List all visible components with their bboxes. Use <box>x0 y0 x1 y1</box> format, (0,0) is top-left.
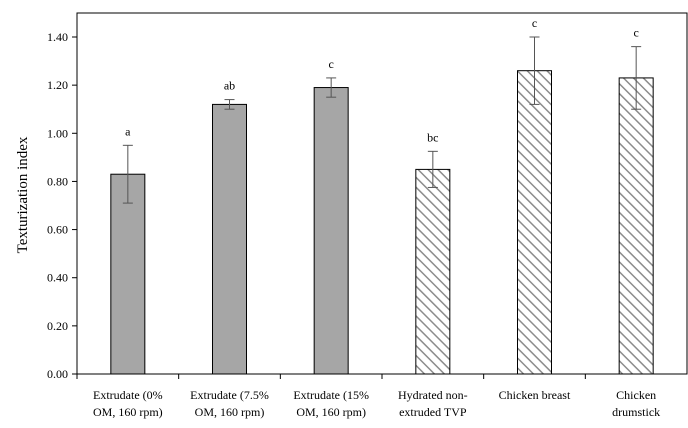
bar <box>618 77 654 375</box>
y-axis-title: Texturization index <box>15 136 31 253</box>
x-category-label: OM, 160 rpm) <box>296 405 366 419</box>
x-category-label: Extrudate (15% <box>293 388 369 402</box>
y-tick-label: 1.40 <box>47 30 68 44</box>
x-category-label: OM, 160 rpm) <box>93 405 163 419</box>
y-tick-label: 0.00 <box>47 367 68 381</box>
x-category-label: Hydrated non- <box>398 388 468 402</box>
y-tick-label: 1.00 <box>47 126 68 140</box>
y-tick-label: 1.20 <box>47 78 68 92</box>
bar <box>517 70 552 375</box>
x-category-label: Extrudate (7.5% <box>190 388 269 402</box>
x-category-label: Extrudate (0% <box>93 388 163 402</box>
y-tick-label: 0.60 <box>47 223 68 237</box>
bar <box>415 168 451 375</box>
significance-letter: c <box>532 16 537 30</box>
significance-letter: c <box>634 26 639 40</box>
significance-letter: bc <box>427 130 438 144</box>
bar <box>212 103 247 375</box>
y-tick-label: 0.40 <box>47 271 68 285</box>
x-category-label: Chicken breast <box>499 388 571 402</box>
significance-letter: ab <box>224 79 235 93</box>
x-category-label: Chicken <box>616 388 656 402</box>
x-category-label: drumstick <box>612 405 660 419</box>
y-tick-label: 0.20 <box>47 319 68 333</box>
significance-letter: a <box>125 124 131 138</box>
bar <box>110 173 146 375</box>
bar <box>313 87 349 375</box>
significance-letter: c <box>329 57 334 71</box>
x-category-label: extruded TVP <box>399 405 467 419</box>
x-category-label: OM, 160 rpm) <box>195 405 265 419</box>
plot-frame <box>76 12 688 375</box>
y-tick-label: 0.80 <box>47 174 68 188</box>
